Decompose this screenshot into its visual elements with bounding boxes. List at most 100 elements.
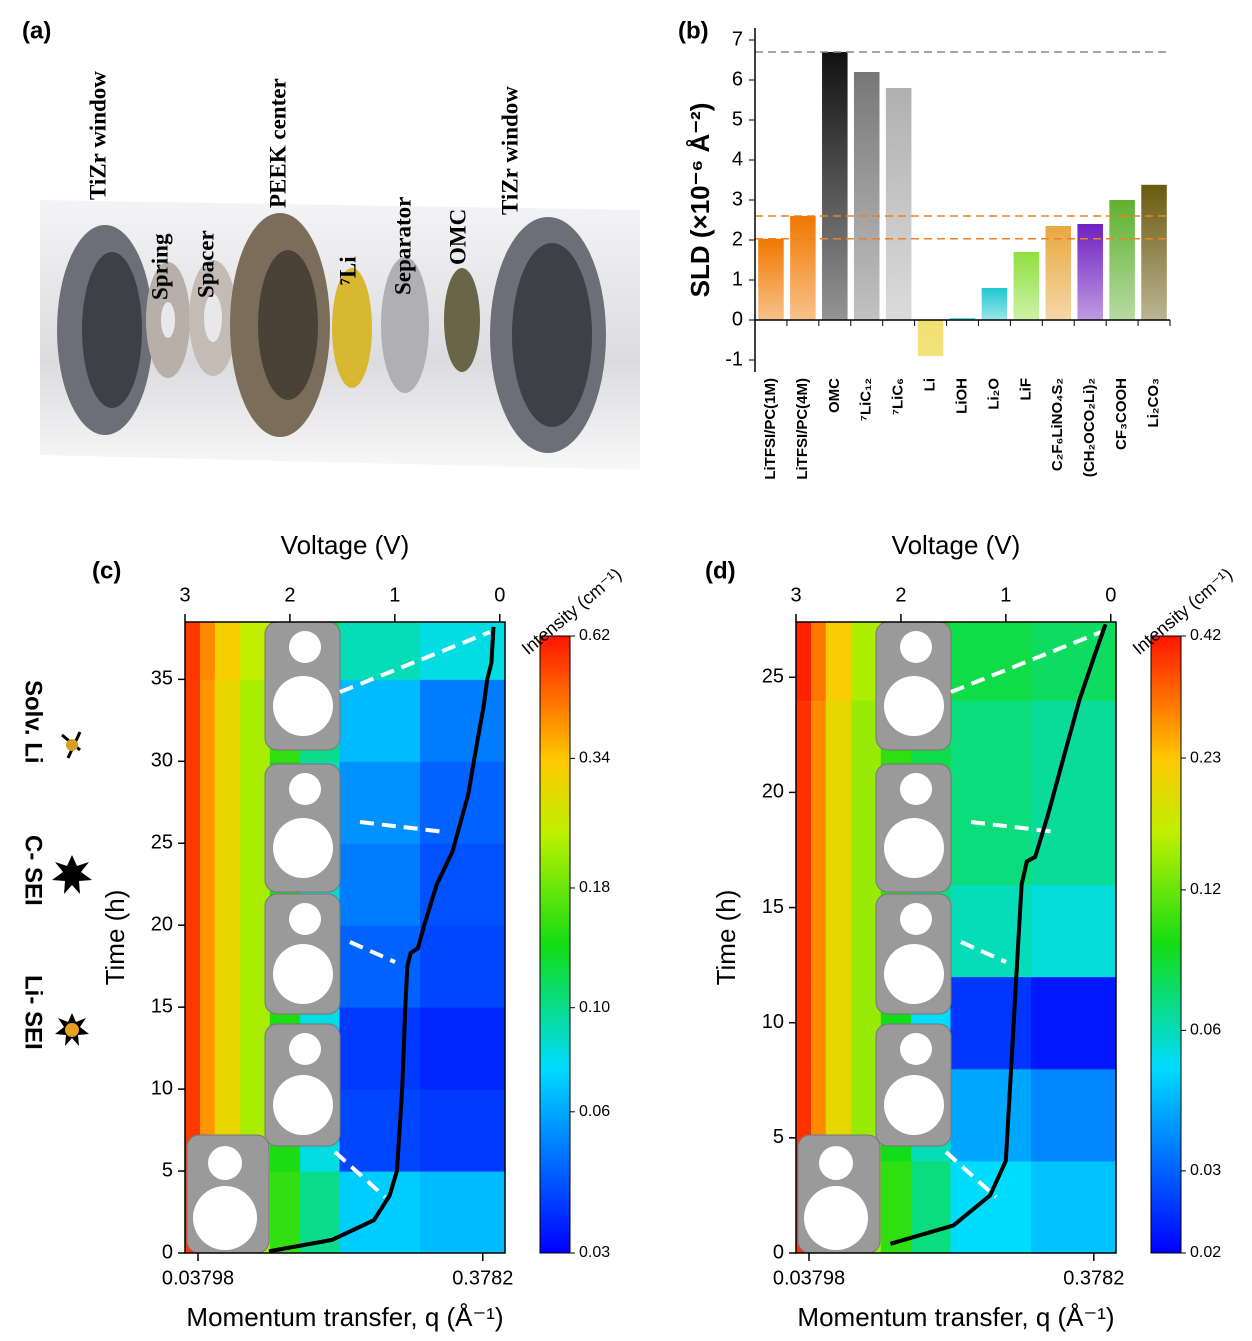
- bar: [1141, 185, 1167, 320]
- y-tick-label: 0: [773, 1241, 784, 1263]
- y-axis-label: Time (h): [100, 890, 130, 986]
- heatmap-cell: [796, 792, 811, 885]
- x-tick-label: C₂F₆LiNO₄S₂: [1049, 378, 1066, 471]
- heatmap-cell: [200, 622, 215, 680]
- x2-axis-label: Voltage (V): [892, 530, 1021, 560]
- x2-tick-label: 1: [1000, 584, 1011, 606]
- heatmap-cell: [340, 622, 421, 680]
- heatmap-cell: [811, 622, 826, 701]
- colorbar-tick-label: 0.18: [579, 879, 610, 896]
- x-tick-label: LiOH: [953, 378, 970, 414]
- inset-pore: [273, 944, 333, 1004]
- spacer-hole: [204, 294, 222, 342]
- y-tick-label: 1: [732, 268, 743, 290]
- inset-pore: [819, 1146, 853, 1180]
- x-tick-label: LiTFSI/PC(1M): [762, 378, 779, 480]
- inset-pore: [289, 773, 321, 805]
- heatmap-cell: [420, 925, 505, 1007]
- heatmap-cell: [420, 1089, 505, 1171]
- heatmap-cell: [951, 1161, 1032, 1254]
- inset-pore: [289, 631, 321, 663]
- inset-pore: [273, 818, 333, 878]
- x2-tick-label: 1: [389, 584, 400, 606]
- x-tick-label: ⁷LiC₁₂: [858, 378, 875, 421]
- heatmap-cell: [340, 679, 421, 761]
- bar: [1014, 252, 1040, 320]
- colorbar-tick-label: 0.10: [579, 999, 610, 1016]
- heatmap-cell: [420, 1007, 505, 1089]
- heatmap-cell: [826, 622, 852, 701]
- heatmap-cell: [340, 761, 421, 843]
- heatmap-cell: [796, 977, 811, 1070]
- part-label: Spacer: [193, 230, 218, 298]
- legend-icons: [52, 732, 92, 1046]
- heatmap-cell: [185, 843, 200, 925]
- x-axis-label: Momentum transfer, q (Å⁻¹): [797, 1302, 1114, 1332]
- colorbar-tick-label: 0.03: [579, 1244, 610, 1261]
- heatmap-cell: [215, 679, 241, 761]
- y-axis-label: SLD (×10⁻⁶ Å⁻²): [685, 103, 715, 298]
- figure: (a) (b) (c) (d) TiZr window Spring Space…: [0, 0, 1252, 1341]
- y-tick-label: 2: [732, 228, 743, 250]
- colorbar-tick-label: 0.06: [579, 1103, 610, 1120]
- y-tick-label: 30: [151, 750, 173, 772]
- colorbar-tick-label: 0.12: [1190, 881, 1221, 898]
- x-tick-label: ⁷LiC₆: [890, 378, 907, 415]
- heatmap-cell: [911, 1161, 951, 1254]
- bar: [1046, 226, 1072, 320]
- x-tick-label: LiF: [1017, 378, 1034, 401]
- part-label: TiZr window: [85, 71, 110, 200]
- bar: [886, 88, 912, 320]
- heatmap-cell: [826, 700, 852, 793]
- colorbar-tick-label: 0.06: [1190, 1022, 1221, 1039]
- heatmap-cell: [826, 792, 852, 885]
- inset-pore: [273, 676, 333, 736]
- bar: [1109, 200, 1135, 320]
- bar: [822, 52, 848, 320]
- heatmap-cell: [826, 885, 852, 978]
- icon-csei: [52, 855, 92, 894]
- x-axis-label: Momentum transfer, q (Å⁻¹): [186, 1302, 503, 1332]
- heatmap-cell: [811, 885, 826, 978]
- heatmap-cell: [270, 1171, 301, 1253]
- x-tick-label: 0.03798: [162, 1267, 234, 1289]
- colorbar: [540, 636, 570, 1253]
- y-tick-label: 10: [151, 1077, 173, 1099]
- bar: [790, 216, 816, 320]
- icon-li: [66, 739, 78, 751]
- heatmap-cell: [185, 1007, 200, 1089]
- colorbar-tick-label: 0.62: [579, 627, 610, 644]
- y-axis-label: Time (h): [711, 890, 741, 986]
- x2-tick-label: 3: [179, 584, 190, 606]
- heatmap-cell: [185, 761, 200, 843]
- panel-label: (d): [705, 557, 736, 584]
- heatmap-cell: [185, 925, 200, 1007]
- x2-tick-label: 2: [895, 584, 906, 606]
- ring-hole: [512, 243, 592, 427]
- panel-label: (b): [678, 17, 709, 44]
- part-label: OMC: [445, 209, 470, 265]
- inset-pore: [900, 1033, 932, 1065]
- omc: [444, 268, 480, 372]
- inset-pore: [884, 818, 944, 878]
- inset-pore: [208, 1146, 242, 1180]
- y-tick-label: 20: [151, 913, 173, 935]
- x-tick-label: 0.3782: [452, 1267, 513, 1289]
- heatmap-cell: [185, 622, 200, 680]
- heatmap-cell: [215, 622, 241, 680]
- y-tick-label: 35: [151, 668, 173, 690]
- x-tick-label: Li₂O: [985, 378, 1002, 410]
- part-label: TiZr window: [497, 86, 522, 215]
- colorbar-tick-label: 0.02: [1190, 1244, 1221, 1261]
- y-tick-label: 10: [762, 1011, 784, 1033]
- y-tick-label: 15: [762, 896, 784, 918]
- x-tick-label: Li: [922, 378, 939, 391]
- heatmap-cell: [796, 700, 811, 793]
- heatmap-cell: [1031, 977, 1116, 1070]
- heatmap-cell: [340, 1089, 421, 1171]
- colorbar-tick-label: 0.23: [1190, 749, 1221, 766]
- y-tick-label: 7: [732, 28, 743, 50]
- y-tick-label: 0: [162, 1241, 173, 1263]
- colorbar-label: Intensity (cm⁻¹): [518, 564, 625, 659]
- y-tick-label: 6: [732, 68, 743, 90]
